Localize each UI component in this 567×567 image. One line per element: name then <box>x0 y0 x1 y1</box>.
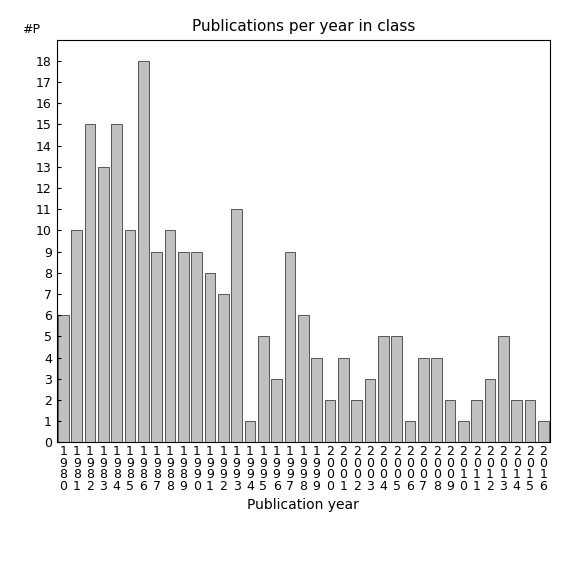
Bar <box>378 336 388 442</box>
Title: Publications per year in class: Publications per year in class <box>192 19 415 35</box>
Bar <box>298 315 308 442</box>
Bar <box>84 124 95 442</box>
Bar <box>218 294 229 442</box>
Bar <box>258 336 269 442</box>
Bar <box>352 400 362 442</box>
Bar <box>338 358 349 442</box>
Bar <box>325 400 335 442</box>
Bar <box>178 252 189 442</box>
Bar <box>405 421 416 442</box>
Bar <box>231 209 242 442</box>
Bar <box>445 400 455 442</box>
Bar <box>138 61 149 442</box>
Bar <box>511 400 522 442</box>
Bar <box>538 421 549 442</box>
Bar <box>191 252 202 442</box>
Bar <box>471 400 482 442</box>
Bar <box>111 124 122 442</box>
Bar <box>58 315 69 442</box>
Bar <box>365 379 375 442</box>
Bar <box>311 358 322 442</box>
Bar <box>524 400 535 442</box>
Bar <box>151 252 162 442</box>
Bar <box>272 379 282 442</box>
Bar <box>245 421 255 442</box>
Bar <box>498 336 509 442</box>
Bar <box>164 230 175 442</box>
Bar <box>98 167 109 442</box>
Bar <box>285 252 295 442</box>
Bar <box>71 230 82 442</box>
Bar <box>205 273 215 442</box>
Bar <box>431 358 442 442</box>
X-axis label: Publication year: Publication year <box>247 498 359 512</box>
Bar <box>391 336 402 442</box>
Bar <box>125 230 136 442</box>
Bar <box>485 379 496 442</box>
Bar <box>418 358 429 442</box>
Text: #P: #P <box>22 23 40 36</box>
Bar <box>458 421 469 442</box>
